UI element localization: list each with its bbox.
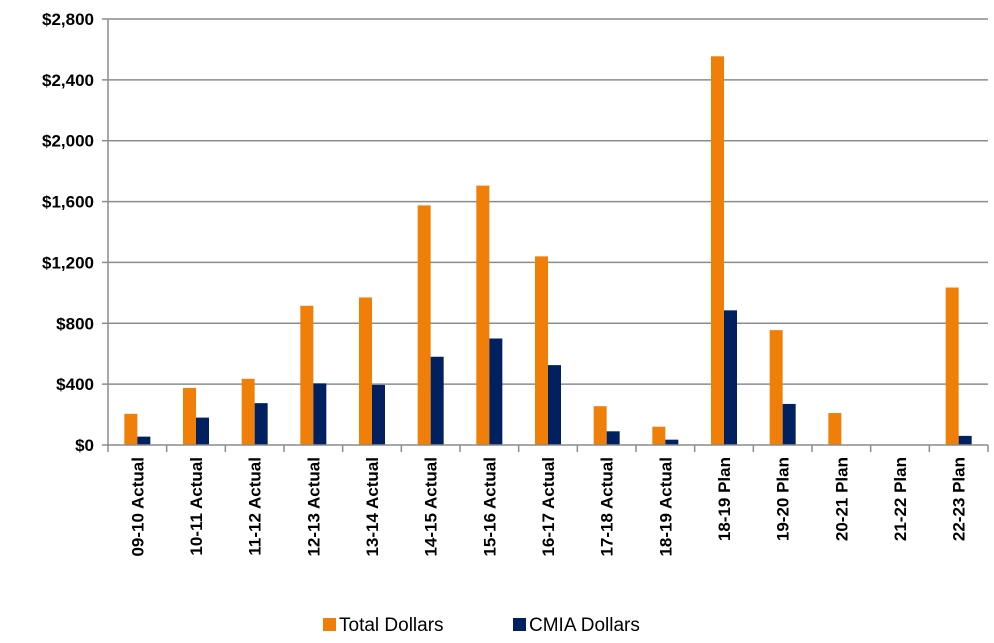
bar-total-dollars bbox=[593, 406, 607, 445]
legend: Total Dollars CMIA Dollars bbox=[323, 615, 640, 636]
bar-cmia-dollars bbox=[313, 383, 327, 445]
bar-total-dollars bbox=[828, 413, 842, 445]
x-tick-label: 09-10 Actual bbox=[128, 457, 147, 557]
x-tick-label: 13-14 Actual bbox=[363, 457, 382, 557]
bar-total-dollars bbox=[359, 297, 372, 445]
x-tick-label: 17-18 Actual bbox=[598, 457, 617, 557]
x-tick-label: 22-23 Plan bbox=[950, 457, 969, 541]
y-tick-label: $2,400 bbox=[42, 71, 94, 90]
bar-total-dollars bbox=[945, 287, 959, 445]
bar-total-dollars bbox=[241, 378, 255, 445]
bar-total-dollars bbox=[535, 256, 548, 445]
bar-total-dollars bbox=[417, 205, 431, 445]
x-tick-label: 12-13 Actual bbox=[304, 457, 323, 557]
x-tick-label: 14-15 Actual bbox=[422, 457, 441, 557]
x-tick-label: 15-16 Actual bbox=[480, 457, 499, 557]
bar-cmia-dollars bbox=[548, 365, 561, 445]
legend-swatch bbox=[513, 618, 526, 631]
x-tick-label: 11-12 Actual bbox=[246, 457, 265, 556]
bar-cmia-dollars bbox=[196, 417, 209, 445]
y-tick-label: $1,600 bbox=[42, 193, 94, 212]
bar-total-dollars bbox=[183, 387, 196, 445]
y-tick-label: $2,000 bbox=[42, 132, 94, 151]
bar-total-dollars bbox=[300, 305, 314, 445]
bar-cmia-dollars bbox=[724, 310, 737, 445]
bar-cmia-dollars bbox=[958, 435, 972, 445]
y-axis-tick-labels: $0 $400 $800 $1,200 $1,600 $2,000 $2,400 $2,800 bbox=[42, 10, 94, 455]
bar-cmia-dollars bbox=[372, 384, 385, 445]
bar-cmia-dollars bbox=[606, 431, 620, 445]
y-tick-label: $800 bbox=[56, 314, 94, 333]
bar-total-dollars bbox=[769, 330, 783, 445]
bar-cmia-dollars bbox=[665, 439, 679, 445]
x-tick-label: 20-21 Plan bbox=[832, 457, 851, 541]
x-tick-label: 18-19 Actual bbox=[656, 457, 675, 557]
bar-total-dollars bbox=[711, 56, 724, 446]
bar-total-dollars bbox=[652, 426, 666, 445]
y-tick-label: $2,800 bbox=[42, 10, 94, 29]
legend-swatch bbox=[323, 618, 336, 631]
legend-label: CMIA Dollars bbox=[529, 615, 640, 636]
y-tick-label: $0 bbox=[75, 436, 94, 455]
y-tick-label: $1,200 bbox=[42, 253, 94, 272]
y-tick-label: $400 bbox=[56, 375, 94, 394]
axes bbox=[107, 19, 989, 452]
bar-cmia-dollars bbox=[782, 403, 796, 445]
x-tick-label: 21-22 Plan bbox=[891, 457, 910, 541]
bar-total-dollars bbox=[476, 185, 490, 445]
x-tick-label: 16-17 Actual bbox=[539, 457, 558, 557]
bars bbox=[124, 56, 972, 446]
x-tick-label: 19-20 Plan bbox=[774, 457, 793, 541]
bar-total-dollars bbox=[124, 413, 138, 445]
bar-cmia-dollars bbox=[430, 356, 444, 445]
x-axis-tick-labels: 09-10 Actual 10-11 Actual 11-12 Actual 12-1… bbox=[128, 457, 968, 557]
bar-cmia-dollars bbox=[254, 403, 268, 445]
bar-cmia-dollars bbox=[489, 338, 503, 445]
x-tick-label: 18-19 Plan bbox=[715, 457, 734, 541]
x-tick-label: 10-11 Actual bbox=[187, 457, 206, 556]
legend-label: Total Dollars bbox=[339, 615, 444, 636]
bar-cmia-dollars bbox=[137, 436, 151, 445]
